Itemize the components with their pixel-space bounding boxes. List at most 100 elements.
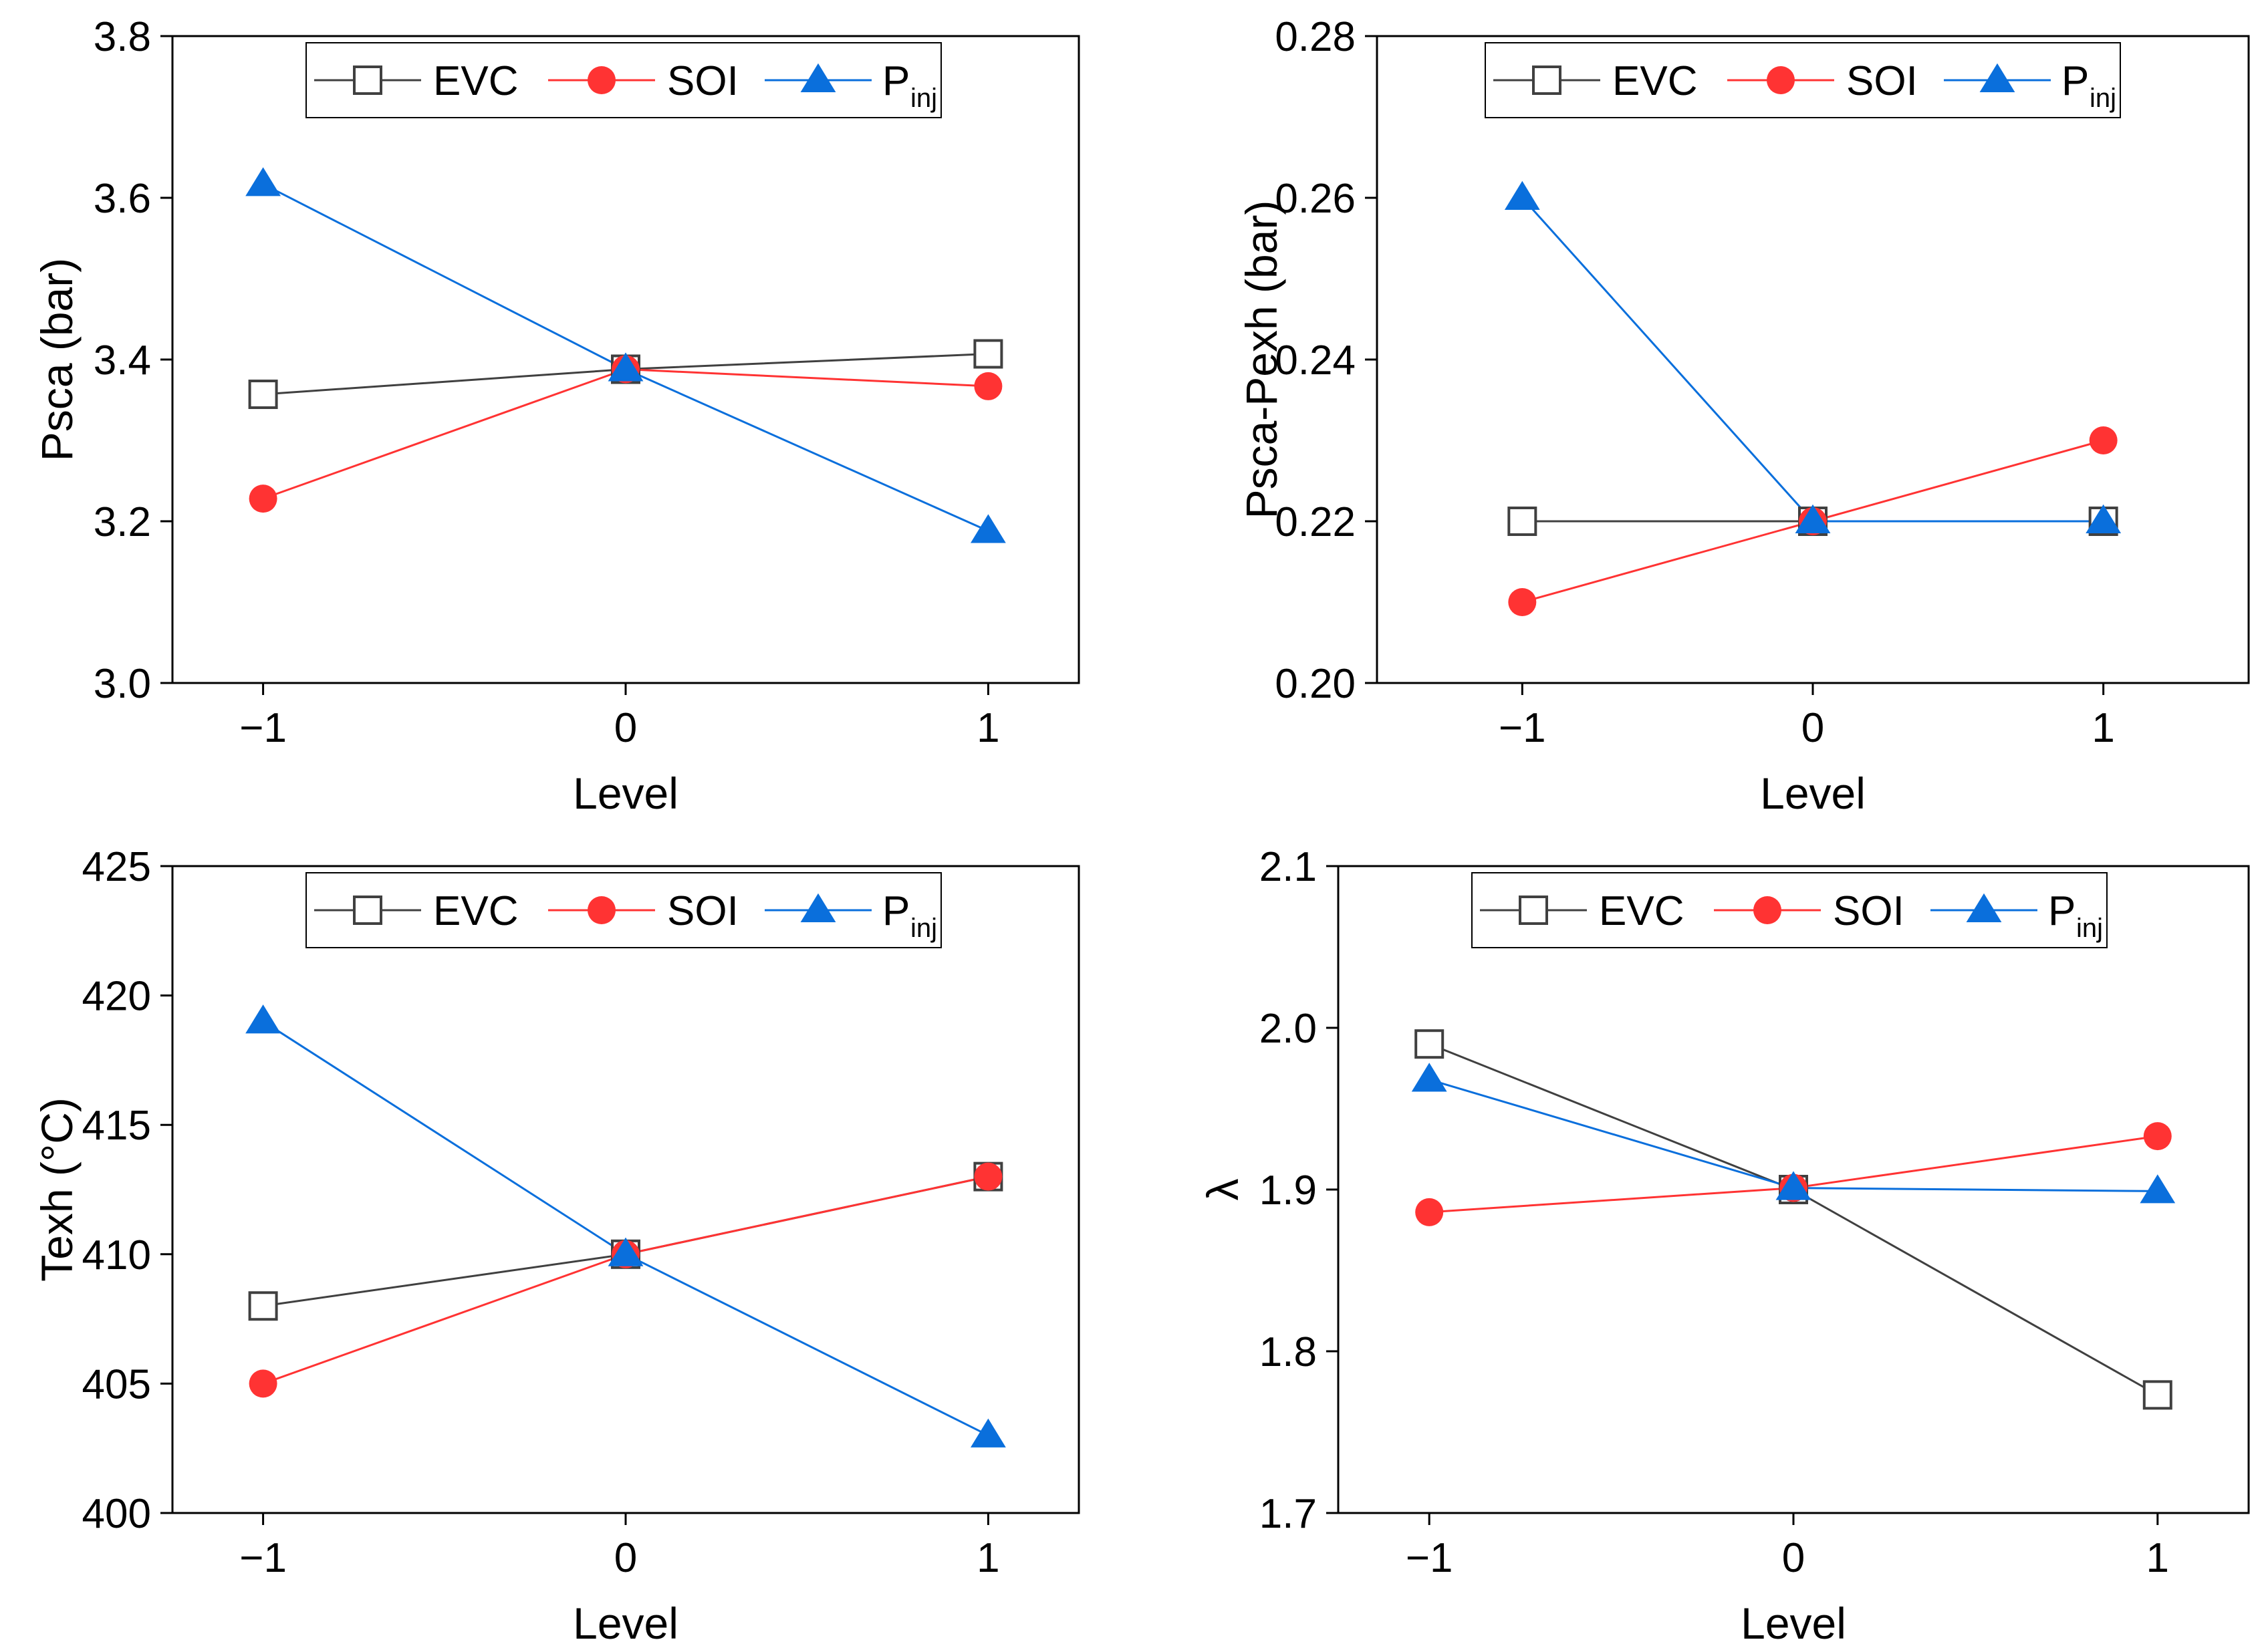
data-point-soi [249, 485, 277, 513]
data-point-pinj [245, 1004, 281, 1034]
series-line-soi [263, 1176, 989, 1385]
x-axis-title: Level [573, 1599, 678, 1648]
x-tick-label: 1 [2146, 1535, 2169, 1581]
y-tick-label: 3.0 [94, 661, 151, 707]
legend-marker [1519, 896, 1548, 925]
plot-frame [171, 865, 1080, 1514]
x-tick-label: −1 [239, 705, 287, 751]
legend-label-subscript: inj [910, 84, 937, 113]
x-tick-label: 1 [2092, 705, 2114, 751]
series-points-pinj [245, 1004, 1006, 1448]
x-tick-label: −1 [1406, 1535, 1453, 1581]
legend-marker [800, 893, 836, 922]
series-points-evc [1414, 1029, 2172, 1410]
data-point-evc [973, 339, 1003, 369]
legend-item-evc: EVC [314, 888, 518, 934]
x-tick-label: 1 [977, 705, 999, 751]
legend-label: SOI [1833, 888, 1904, 934]
x-axis-title: Level [1760, 769, 1866, 818]
data-point-pinj [971, 514, 1006, 543]
data-point-pinj [1775, 1171, 1811, 1200]
y-tick-label: 3.4 [94, 337, 151, 384]
legend-item-soi: SOI [1714, 888, 1904, 934]
data-point-soi [1415, 1198, 1444, 1226]
series-soi [263, 1176, 989, 1385]
legend-label: EVC [433, 888, 518, 934]
legend-item-evc: EVC [1480, 888, 1684, 934]
y-tick-label: 2.0 [1259, 1006, 1317, 1052]
y-tick-label: 400 [82, 1491, 151, 1537]
y-tick-label: 0.24 [1275, 337, 1356, 384]
legend-marker [800, 63, 836, 92]
legend-item-soi: SOI [1727, 58, 1918, 104]
y-tick-label: 410 [82, 1232, 151, 1278]
series-pinj [1521, 196, 2104, 523]
y-axis-title: Psca-Pexh (bar) [1237, 200, 1286, 519]
series-line-soi [263, 368, 989, 500]
legend-label: SOI [1846, 58, 1918, 104]
legend-marker [588, 896, 616, 924]
y-tick-label: 1.8 [1259, 1329, 1317, 1375]
y-tick-label: 1.9 [1259, 1167, 1317, 1214]
legend-label: SOI [667, 58, 739, 104]
data-point-evc [1507, 507, 1537, 536]
data-point-pinj [2086, 504, 2122, 533]
y-tick-label: 3.6 [94, 176, 151, 222]
legend-item-soi: SOI [548, 888, 739, 934]
y-tick-label: 0.22 [1275, 499, 1356, 545]
y-axis-title: Psca (bar) [32, 258, 82, 461]
series-points-pinj [1411, 1063, 2176, 1204]
legend-item-evc: EVC [1493, 58, 1697, 104]
series-soi [263, 368, 989, 500]
data-point-evc [248, 1291, 278, 1321]
data-point-pinj [1411, 1063, 1447, 1092]
y-tick-label: 2.1 [1259, 844, 1317, 890]
legend-marker [588, 66, 616, 94]
data-point-pinj [1504, 180, 1540, 210]
y-axis-title: Texh (°C) [32, 1097, 82, 1282]
legend-label: P [2061, 58, 2089, 104]
legend-marker [1532, 65, 1561, 95]
data-point-evc [248, 380, 278, 410]
legend-label-subscript: inj [2076, 914, 2103, 943]
y-tick-label: 0.28 [1275, 14, 1356, 60]
legend-marker [353, 896, 382, 925]
legend-item-evc: EVC [314, 58, 518, 104]
legend-label: P [2048, 888, 2076, 934]
legend-marker [1767, 66, 1795, 94]
data-point-evc [1414, 1029, 1444, 1059]
y-tick-label: 3.2 [94, 499, 151, 545]
y-axis-title: λ [1198, 1179, 1247, 1201]
legend-label: EVC [1612, 58, 1697, 104]
y-tick-label: 405 [82, 1361, 151, 1407]
x-tick-label: 0 [614, 1535, 637, 1581]
data-point-pinj [608, 352, 644, 382]
x-tick-label: 0 [1782, 1535, 1805, 1581]
data-point-soi [2089, 426, 2118, 454]
data-point-soi [974, 372, 1003, 400]
legend-marker [353, 65, 382, 95]
plot-frame [1376, 35, 2250, 684]
chart-panel-1: 3.0 3.2 3.4 3.6 3.8 −1 0 1 Level Psca (bar) EVC SOI… [32, 14, 1080, 818]
chart-panel-2: 0.20 0.22 0.24 0.26 0.28 −1 0 1 Level Psca-Pexh (… [1237, 14, 2250, 818]
legend-label: P [882, 888, 910, 934]
series-line-evc [1428, 1043, 2158, 1396]
y-tick-label: 425 [82, 844, 151, 890]
x-tick-label: 0 [614, 705, 637, 751]
legend-label: SOI [667, 888, 739, 934]
legend-label: P [882, 58, 910, 104]
y-tick-label: 0.26 [1275, 176, 1356, 222]
y-tick-label: 420 [82, 974, 151, 1020]
data-point-soi [1508, 588, 1537, 616]
y-tick-label: 0.20 [1275, 661, 1356, 707]
data-point-soi [249, 1369, 277, 1398]
data-point-pinj [2140, 1174, 2176, 1204]
